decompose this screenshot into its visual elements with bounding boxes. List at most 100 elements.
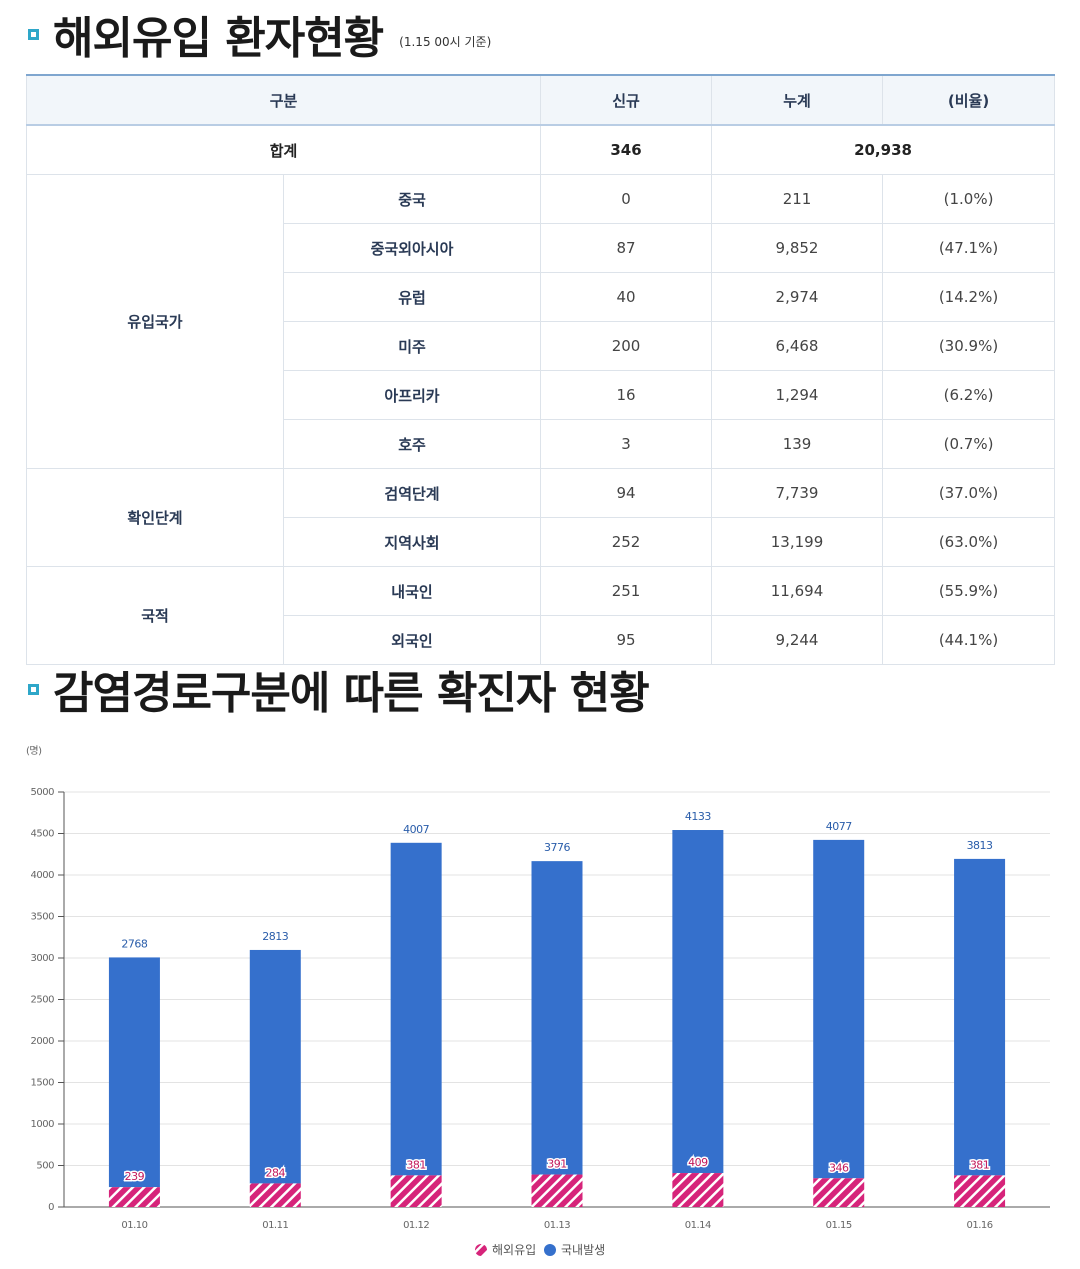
x-tick-label: 01.13	[544, 1220, 570, 1231]
confirmed-cases-chart: (명) 0 500 1000 1500 2000 2500 3000 3500 4000 4500 5…	[26, 745, 1050, 1257]
page-title: 해외유입 환자현황	[53, 13, 384, 64]
data-label-domestic: 4133	[685, 810, 711, 823]
table-row: 확인단계 검역단계 94 7,739 (37.0%)	[26, 468, 1056, 567]
table-row: 호주 3 139 (0.7%)	[27, 419, 1056, 469]
cell-ratio: (44.1%)	[882, 615, 1056, 665]
data-label-domestic: 4077	[826, 820, 852, 833]
x-tick-label: 01.11	[262, 1220, 288, 1231]
bar-imported	[531, 1174, 583, 1207]
chart-section-title: 감염경로구분에 따른 확진자 현황	[53, 668, 650, 719]
cell-ratio: (47.1%)	[882, 223, 1056, 273]
data-label-domestic: 2768	[121, 937, 147, 950]
data-label-imported: 239	[125, 1170, 145, 1183]
cell-cumulative: 139	[711, 419, 884, 469]
cell-ratio: (6.2%)	[882, 370, 1056, 420]
row-label: 외국인	[282, 615, 542, 665]
cell-cumulative: 9,244	[711, 615, 884, 665]
header-ratio: (비율)	[882, 74, 1056, 126]
bar-domestic	[249, 949, 301, 1184]
row-label: 호주	[282, 419, 542, 469]
row-label: 검역단계	[282, 468, 542, 518]
data-label-imported: 381	[970, 1158, 990, 1171]
y-tick-label: 0	[48, 1202, 54, 1213]
table-row: 중국외아시아 87 9,852 (47.1%)	[27, 223, 1056, 273]
x-tick-label: 01.10	[121, 1220, 147, 1231]
legend-marker-domestic	[544, 1244, 556, 1256]
cell-ratio: (55.9%)	[882, 566, 1056, 616]
data-label-imported: 346	[829, 1161, 849, 1174]
bar-domestic	[954, 858, 1006, 1176]
cell-ratio: (0.7%)	[882, 419, 1056, 469]
y-tick-label: 5000	[31, 787, 55, 798]
y-tick-label: 3500	[31, 912, 55, 923]
bar-imported	[249, 1183, 301, 1207]
header-new: 신규	[540, 74, 713, 126]
cell-ratio: (14.2%)	[882, 272, 1056, 322]
y-axis-unit-label: (명)	[26, 745, 42, 757]
table-row: 유럽 40 2,974 (14.2%)	[27, 272, 1056, 322]
row-label: 중국	[282, 174, 542, 224]
group-label: 유입국가	[26, 174, 284, 469]
cell-ratio: (37.0%)	[882, 468, 1056, 518]
y-tick-label: 1000	[31, 1119, 55, 1130]
y-tick-label: 4500	[31, 829, 55, 840]
bar-domestic	[531, 861, 583, 1175]
section-title-imported: 해외유입 환자현황 (1.15 00시 기준)	[28, 2, 491, 66]
cell-cumulative: 6,468	[711, 321, 884, 371]
table-header-row: 구분 신규 누계 (비율)	[25, 74, 1056, 126]
cell-new: 3	[540, 419, 713, 469]
row-label: 지역사회	[282, 517, 542, 567]
row-label: 아프리카	[282, 370, 542, 420]
cell-ratio: (63.0%)	[882, 517, 1056, 567]
bar-domestic	[390, 842, 442, 1176]
cell-new: 251	[540, 566, 713, 616]
row-label: 미주	[282, 321, 542, 371]
row-label: 내국인	[282, 566, 542, 616]
bar-domestic	[813, 839, 865, 1179]
header-category: 구분	[25, 74, 542, 126]
cell-cumulative: 13,199	[711, 517, 884, 567]
bar-imported	[954, 1175, 1006, 1207]
cell-cumulative: 2,974	[711, 272, 884, 322]
bar-imported	[390, 1175, 442, 1207]
x-tick-label: 01.12	[403, 1220, 429, 1231]
y-tick-label: 2500	[31, 995, 55, 1006]
table-row: 미주 200 6,468 (30.9%)	[27, 321, 1056, 371]
bar-imported	[672, 1173, 724, 1207]
data-label-domestic: 2813	[262, 930, 288, 943]
cell-new: 0	[540, 174, 713, 224]
bar-domestic	[108, 957, 160, 1188]
x-tick-label: 01.16	[967, 1220, 993, 1231]
data-label-domestic: 3813	[967, 839, 993, 852]
x-tick-label: 01.14	[685, 1220, 711, 1231]
group-label: 국적	[26, 566, 284, 665]
legend-label-domestic: 국내발생	[561, 1243, 605, 1257]
imported-cases-table: 구분 신규 누계 (비율) 합계 346 20,938 유입국가 중국 0 211 (1…	[25, 74, 1056, 665]
data-label-domestic: 3776	[544, 841, 570, 854]
cell-cumulative: 211	[711, 174, 884, 224]
bar-imported	[813, 1178, 865, 1207]
table-row: 유입국가 중국 0 211 (1.0%)	[26, 174, 1056, 469]
cell-new: 252	[540, 517, 713, 567]
square-bullet-icon	[28, 28, 39, 40]
y-tick-label: 4000	[31, 870, 55, 881]
section-title-route: 감염경로구분에 따른 확진자 현황	[28, 657, 650, 721]
cell-new: 95	[540, 615, 713, 665]
cell-cumulative: 7,739	[711, 468, 884, 518]
cell-new: 40	[540, 272, 713, 322]
legend-marker-imported	[475, 1244, 487, 1256]
group-label: 확인단계	[26, 468, 284, 567]
cell-new: 87	[540, 223, 713, 273]
data-label-imported: 381	[406, 1158, 426, 1171]
total-new: 346	[540, 124, 713, 175]
baseline-note: (1.15 00시 기준)	[399, 34, 492, 49]
cell-new: 94	[540, 468, 713, 518]
row-label: 중국외아시아	[282, 223, 542, 273]
cell-new: 200	[540, 321, 713, 371]
table-row: 국적 내국인 251 11,694 (55.9%)	[26, 566, 1056, 665]
bar-domestic	[672, 830, 724, 1174]
cell-new: 16	[540, 370, 713, 420]
total-label: 합계	[25, 124, 542, 175]
table-row: 외국인 95 9,244 (44.1%)	[27, 615, 1056, 665]
header-cumulative: 누계	[711, 74, 884, 126]
